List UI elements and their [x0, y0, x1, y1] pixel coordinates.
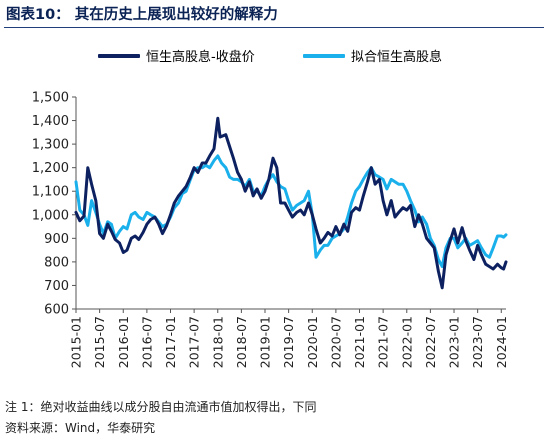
- x-tick-label: 2023-07: [470, 316, 485, 368]
- chart-legend: 恒生高股息-收盘价 拟合恒生高股息: [0, 46, 550, 68]
- series-line-2: [74, 154, 508, 269]
- y-tick-label: 900: [44, 232, 69, 247]
- x-tick-label: 2023-01: [447, 316, 462, 368]
- source-line: 资料来源：Wind，华泰研究: [5, 421, 156, 435]
- y-tick-label: 1,500: [32, 91, 69, 106]
- x-tick-label: 2019-01: [258, 316, 273, 368]
- legend-swatch-series-2: [303, 53, 345, 58]
- figure-title: 图表10： 其在历史上展现出较好的解释力: [6, 7, 278, 23]
- y-tick-label: 600: [44, 303, 69, 318]
- x-tick-label: 2017-01: [163, 316, 178, 368]
- x-tick-label: 2024-01: [494, 316, 509, 368]
- x-tick-label: 2019-07: [281, 316, 296, 368]
- legend-item-series-2: 拟合恒生高股息: [303, 46, 442, 65]
- x-tick-label: 2018-01: [210, 316, 225, 368]
- x-tick-label: 2021-01: [352, 316, 367, 368]
- y-tick-label: 1,100: [32, 185, 69, 200]
- x-tick-label: 2018-07: [234, 316, 249, 368]
- x-tick-label: 2020-07: [328, 316, 343, 368]
- y-tick-label: 1,000: [32, 208, 69, 223]
- legend-label-series-1: 恒生高股息-收盘价: [146, 50, 255, 65]
- x-tick-label: 2022-07: [423, 316, 438, 368]
- y-tick-label: 1,300: [32, 138, 69, 153]
- x-tick-label: 2021-07: [376, 316, 391, 368]
- y-tick-label: 1,400: [32, 114, 69, 129]
- x-tick-label: 2017-07: [187, 316, 202, 368]
- legend-item-series-1: 恒生高股息-收盘价: [98, 46, 255, 65]
- legend-label-series-2: 拟合恒生高股息: [351, 50, 443, 65]
- y-tick-label: 1,200: [32, 161, 69, 176]
- series-line-1: [74, 116, 508, 290]
- y-tick-label: 700: [44, 279, 69, 294]
- y-tick-label: 800: [44, 255, 69, 270]
- x-tick-label: 2016-01: [116, 316, 131, 368]
- figure-notes: 注 1：绝对收益曲线以成分股自由流通市值加权得出，下同 资料来源：Wind，华泰…: [5, 397, 316, 439]
- legend-swatch-series-1: [98, 53, 140, 58]
- x-tick-label: 2022-01: [399, 316, 414, 368]
- x-tick-label: 2020-01: [305, 316, 320, 368]
- note-line: 注 1：绝对收益曲线以成分股自由流通市值加权得出，下同: [5, 400, 317, 414]
- title-underline: [4, 27, 544, 28]
- x-tick-label: 2015-07: [92, 316, 107, 368]
- x-tick-label: 2015-01: [69, 316, 84, 368]
- x-tick-label: 2016-07: [139, 316, 154, 368]
- line-chart: 600 700 800 900 1,000 1,100 1,200 1,300 1,400 1,5…: [32, 91, 509, 369]
